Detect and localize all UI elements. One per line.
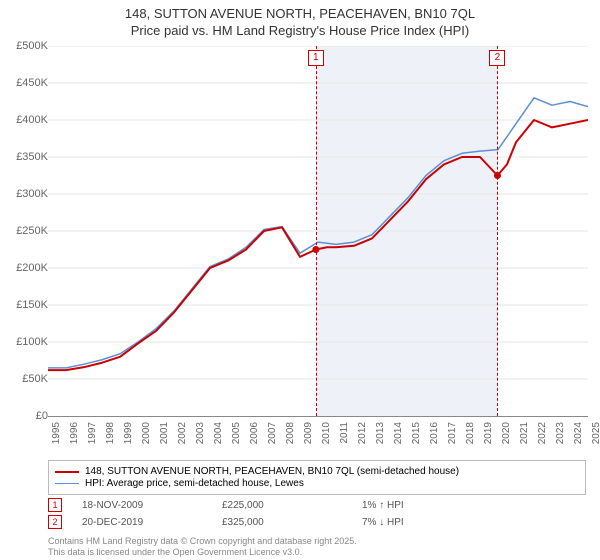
xtick-label: 2024	[573, 422, 584, 444]
transaction-delta-2: 7% ↓ HPI	[362, 517, 502, 528]
title-block: 148, SUTTON AVENUE NORTH, PEACEHAVEN, BN…	[0, 0, 600, 40]
title-line1: 148, SUTTON AVENUE NORTH, PEACEHAVEN, BN…	[0, 6, 600, 23]
transaction-delta-1: 1% ↑ HPI	[362, 500, 502, 511]
xtick-label: 2003	[195, 422, 206, 444]
legend-swatch-property	[55, 471, 79, 473]
xtick-label: 1996	[69, 422, 80, 444]
transaction-date-2: 20-DEC-2019	[82, 517, 222, 528]
ytick-label: £100K	[0, 336, 48, 348]
legend-label-hpi: HPI: Average price, semi-detached house,…	[85, 478, 304, 489]
chart-area	[48, 46, 588, 417]
ytick-label: £500K	[0, 40, 48, 52]
xtick-label: 2018	[465, 422, 476, 444]
marker-box: 2	[489, 50, 505, 66]
xtick-label: 2001	[159, 422, 170, 444]
xtick-label: 2005	[231, 422, 242, 444]
legend-row-property: 148, SUTTON AVENUE NORTH, PEACEHAVEN, BN…	[55, 466, 579, 477]
xtick-label: 2015	[411, 422, 422, 444]
xtick-label: 2008	[285, 422, 296, 444]
footer-line2: This data is licensed under the Open Gov…	[48, 547, 357, 558]
ytick-label: £250K	[0, 225, 48, 237]
transaction-row-1: 1 18-NOV-2009 £225,000 1% ↑ HPI	[48, 498, 502, 512]
chart-container: 148, SUTTON AVENUE NORTH, PEACEHAVEN, BN…	[0, 0, 600, 560]
transaction-price-2: £325,000	[222, 517, 362, 528]
transactions-table: 1 18-NOV-2009 £225,000 1% ↑ HPI 2 20-DEC…	[48, 498, 502, 532]
ytick-label: £200K	[0, 262, 48, 274]
xtick-label: 2006	[249, 422, 260, 444]
ytick-label: £450K	[0, 77, 48, 89]
xtick-label: 2002	[177, 422, 188, 444]
ytick-label: £400K	[0, 114, 48, 126]
footer-line1: Contains HM Land Registry data © Crown c…	[48, 536, 357, 547]
ytick-label: £50K	[0, 373, 48, 385]
transaction-row-2: 2 20-DEC-2019 £325,000 7% ↓ HPI	[48, 515, 502, 529]
legend-swatch-hpi	[55, 483, 79, 485]
marker-line	[497, 46, 498, 416]
xtick-label: 2017	[447, 422, 458, 444]
xtick-label: 2021	[519, 422, 530, 444]
xtick-label: 2022	[537, 422, 548, 444]
xtick-label: 2004	[213, 422, 224, 444]
xtick-label: 2009	[303, 422, 314, 444]
footer-note: Contains HM Land Registry data © Crown c…	[48, 536, 357, 558]
xtick-label: 2007	[267, 422, 278, 444]
legend-label-property: 148, SUTTON AVENUE NORTH, PEACEHAVEN, BN…	[85, 466, 459, 477]
xtick-label: 1998	[105, 422, 116, 444]
xtick-label: 2013	[375, 422, 386, 444]
xtick-label: 2020	[501, 422, 512, 444]
plot-svg	[48, 46, 588, 416]
xtick-label: 1995	[51, 422, 62, 444]
xtick-label: 2014	[393, 422, 404, 444]
xtick-label: 2016	[429, 422, 440, 444]
xtick-label: 2019	[483, 422, 494, 444]
ytick-label: £300K	[0, 188, 48, 200]
marker-line	[316, 46, 317, 416]
xtick-label: 2010	[321, 422, 332, 444]
transaction-date-1: 18-NOV-2009	[82, 500, 222, 511]
ytick-label: £0	[0, 410, 48, 422]
transaction-marker-1: 1	[48, 498, 62, 512]
transaction-marker-2: 2	[48, 515, 62, 529]
xtick-label: 1999	[123, 422, 134, 444]
legend-box: 148, SUTTON AVENUE NORTH, PEACEHAVEN, BN…	[48, 460, 586, 495]
marker-box: 1	[308, 50, 324, 66]
ytick-label: £150K	[0, 299, 48, 311]
xtick-label: 2012	[357, 422, 368, 444]
title-line2: Price paid vs. HM Land Registry's House …	[0, 23, 600, 40]
xtick-label: 1997	[87, 422, 98, 444]
xtick-label: 2000	[141, 422, 152, 444]
xtick-label: 2011	[339, 422, 350, 444]
xtick-label: 2023	[555, 422, 566, 444]
xtick-label: 2025	[591, 422, 600, 444]
legend-row-hpi: HPI: Average price, semi-detached house,…	[55, 478, 579, 489]
transaction-price-1: £225,000	[222, 500, 362, 511]
ytick-label: £350K	[0, 151, 48, 163]
